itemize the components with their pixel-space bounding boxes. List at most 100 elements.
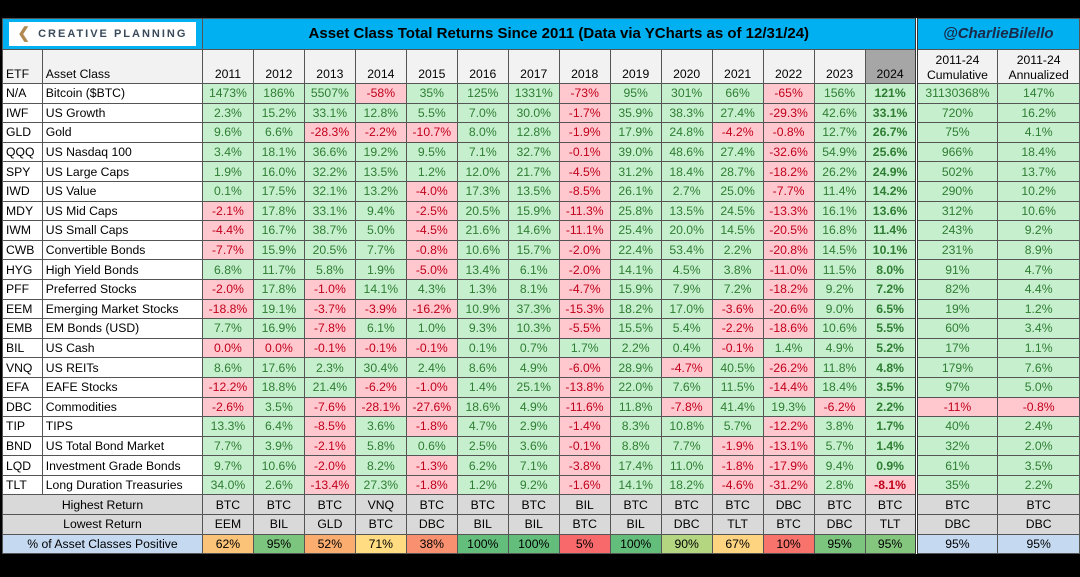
return-cell: 1.7% xyxy=(864,416,917,437)
return-cell: 37.3% xyxy=(507,298,560,320)
return-cell: 7.2% xyxy=(711,278,764,300)
header-year: 2024 xyxy=(864,49,917,84)
return-cell: -1.7% xyxy=(558,102,611,124)
return-cell: 2.8% xyxy=(813,474,866,496)
return-cell: -1.0% xyxy=(405,376,458,398)
return-cell: 10.6% xyxy=(456,239,509,261)
return-cell: 39.0% xyxy=(609,141,662,163)
return-cell: 25.6% xyxy=(864,141,917,163)
return-cell: -11.6% xyxy=(558,396,611,418)
return-cell: -13.3% xyxy=(762,200,815,222)
table-row: PFF Preferred Stocks -2.0% 17.8% -1.0% 14.1% 4… xyxy=(2,278,1080,300)
return-cell: -0.1% xyxy=(354,337,407,359)
return-cell: 1.4% xyxy=(456,376,509,398)
footer-label: Highest Return xyxy=(2,494,203,516)
return-cell: -7.7% xyxy=(762,180,815,202)
logo-text: CREATIVE PLANNING xyxy=(38,28,188,40)
return-cell: 6.1% xyxy=(507,259,560,280)
footer-value: 95% xyxy=(914,533,999,555)
cumulative-return-cell: 35% xyxy=(914,474,999,496)
asset-class-cell: Investment Grade Bonds xyxy=(41,455,203,476)
return-cell: 2.2% xyxy=(609,337,662,359)
return-cell: 20.0% xyxy=(660,220,713,241)
etf-cell: IWM xyxy=(2,220,43,241)
return-cell: -0.1% xyxy=(405,337,458,359)
return-cell: -8.1% xyxy=(864,474,917,496)
return-cell: 5.8% xyxy=(354,435,407,457)
return-cell: 121% xyxy=(864,83,917,104)
etf-cell: BIL xyxy=(2,337,43,359)
return-cell: -1.4% xyxy=(558,416,611,437)
header-period: 2011-24 xyxy=(1016,53,1061,67)
footer-value: BTC xyxy=(914,494,999,516)
return-cell: 16.1% xyxy=(813,200,866,222)
return-cell: 20.5% xyxy=(456,200,509,222)
footer-value: GLD xyxy=(303,514,356,535)
return-cell: -2.1% xyxy=(201,200,254,222)
header-year: 2015 xyxy=(405,49,458,84)
column-header-row: ETF Asset Class 2011 2012 2013 2014 2015 2016 20… xyxy=(2,49,1080,84)
return-cell: 0.7% xyxy=(507,337,560,359)
return-cell: 11.5% xyxy=(813,259,866,280)
annualized-return-cell: 10.6% xyxy=(997,200,1080,222)
return-cell: 0.6% xyxy=(405,435,458,457)
return-cell: -1.8% xyxy=(405,416,458,437)
cumulative-return-cell: 243% xyxy=(914,220,999,241)
table-row: DBC Commodities -2.6% 3.5% -7.6% -28.1% -27.6%… xyxy=(2,396,1080,418)
return-cell: 12.7% xyxy=(813,122,866,143)
return-cell: 17.0% xyxy=(660,298,713,320)
return-cell: 7.7% xyxy=(201,318,254,339)
return-cell: 7.9% xyxy=(660,278,713,300)
return-cell: 18.1% xyxy=(252,141,305,163)
header-year: 2021 xyxy=(711,49,764,84)
footer-value: DBC xyxy=(914,514,999,535)
return-cell: -1.9% xyxy=(558,122,611,143)
footer-value: BTC xyxy=(201,494,254,516)
return-cell: -20.5% xyxy=(762,220,815,241)
return-cell: 0.1% xyxy=(201,180,254,202)
return-cell: 3.9% xyxy=(252,435,305,457)
return-cell: 35.9% xyxy=(609,102,662,124)
footer-value: 100% xyxy=(507,533,560,555)
return-cell: -4.2% xyxy=(711,122,764,143)
return-cell: 12.0% xyxy=(456,161,509,182)
asset-class-cell: US Cash xyxy=(41,337,203,359)
return-cell: -12.2% xyxy=(201,376,254,398)
return-cell: 4.9% xyxy=(507,396,560,418)
return-cell: 1.4% xyxy=(864,435,917,457)
etf-cell: VNQ xyxy=(2,357,43,378)
return-cell: 9.5% xyxy=(405,141,458,163)
etf-cell: IWF xyxy=(2,102,43,124)
table-row: LQD Investment Grade Bonds 9.7% 10.6% -2.0% 8… xyxy=(2,455,1080,476)
header-period: 2011-24 xyxy=(935,53,980,67)
return-cell: 8.8% xyxy=(609,435,662,457)
cumulative-return-cell: 231% xyxy=(914,239,999,261)
return-cell: -1.8% xyxy=(405,474,458,496)
return-cell: 2.3% xyxy=(201,102,254,124)
return-cell: 4.7% xyxy=(456,416,509,437)
return-cell: -20.8% xyxy=(762,239,815,261)
return-cell: 14.1% xyxy=(609,474,662,496)
return-cell: -10.7% xyxy=(405,122,458,143)
asset-class-cell: Gold xyxy=(41,122,203,143)
return-cell: -14.4% xyxy=(762,376,815,398)
return-cell: 8.0% xyxy=(456,122,509,143)
return-cell: -0.8% xyxy=(405,239,458,261)
return-cell: 26.1% xyxy=(609,180,662,202)
footer-value: DBC xyxy=(997,514,1080,535)
footer-value: BIL xyxy=(609,514,662,535)
return-cell: 25.8% xyxy=(609,200,662,222)
return-cell: 0.0% xyxy=(252,337,305,359)
return-cell: 0.9% xyxy=(864,455,917,476)
return-cell: 24.9% xyxy=(864,161,917,182)
annualized-return-cell: 2.0% xyxy=(997,435,1080,457)
footer-value: BTC xyxy=(558,514,611,535)
return-cell: -27.6% xyxy=(405,396,458,418)
annualized-return-cell: 13.7% xyxy=(997,161,1080,182)
asset-class-cell: EM Bonds (USD) xyxy=(41,318,203,339)
footer-value: BIL xyxy=(252,514,305,535)
footer-label: % of Asset Classes Positive xyxy=(2,533,203,555)
return-cell: -4.4% xyxy=(201,220,254,241)
etf-cell: CWB xyxy=(2,239,43,261)
annualized-return-cell: 2.4% xyxy=(997,416,1080,437)
